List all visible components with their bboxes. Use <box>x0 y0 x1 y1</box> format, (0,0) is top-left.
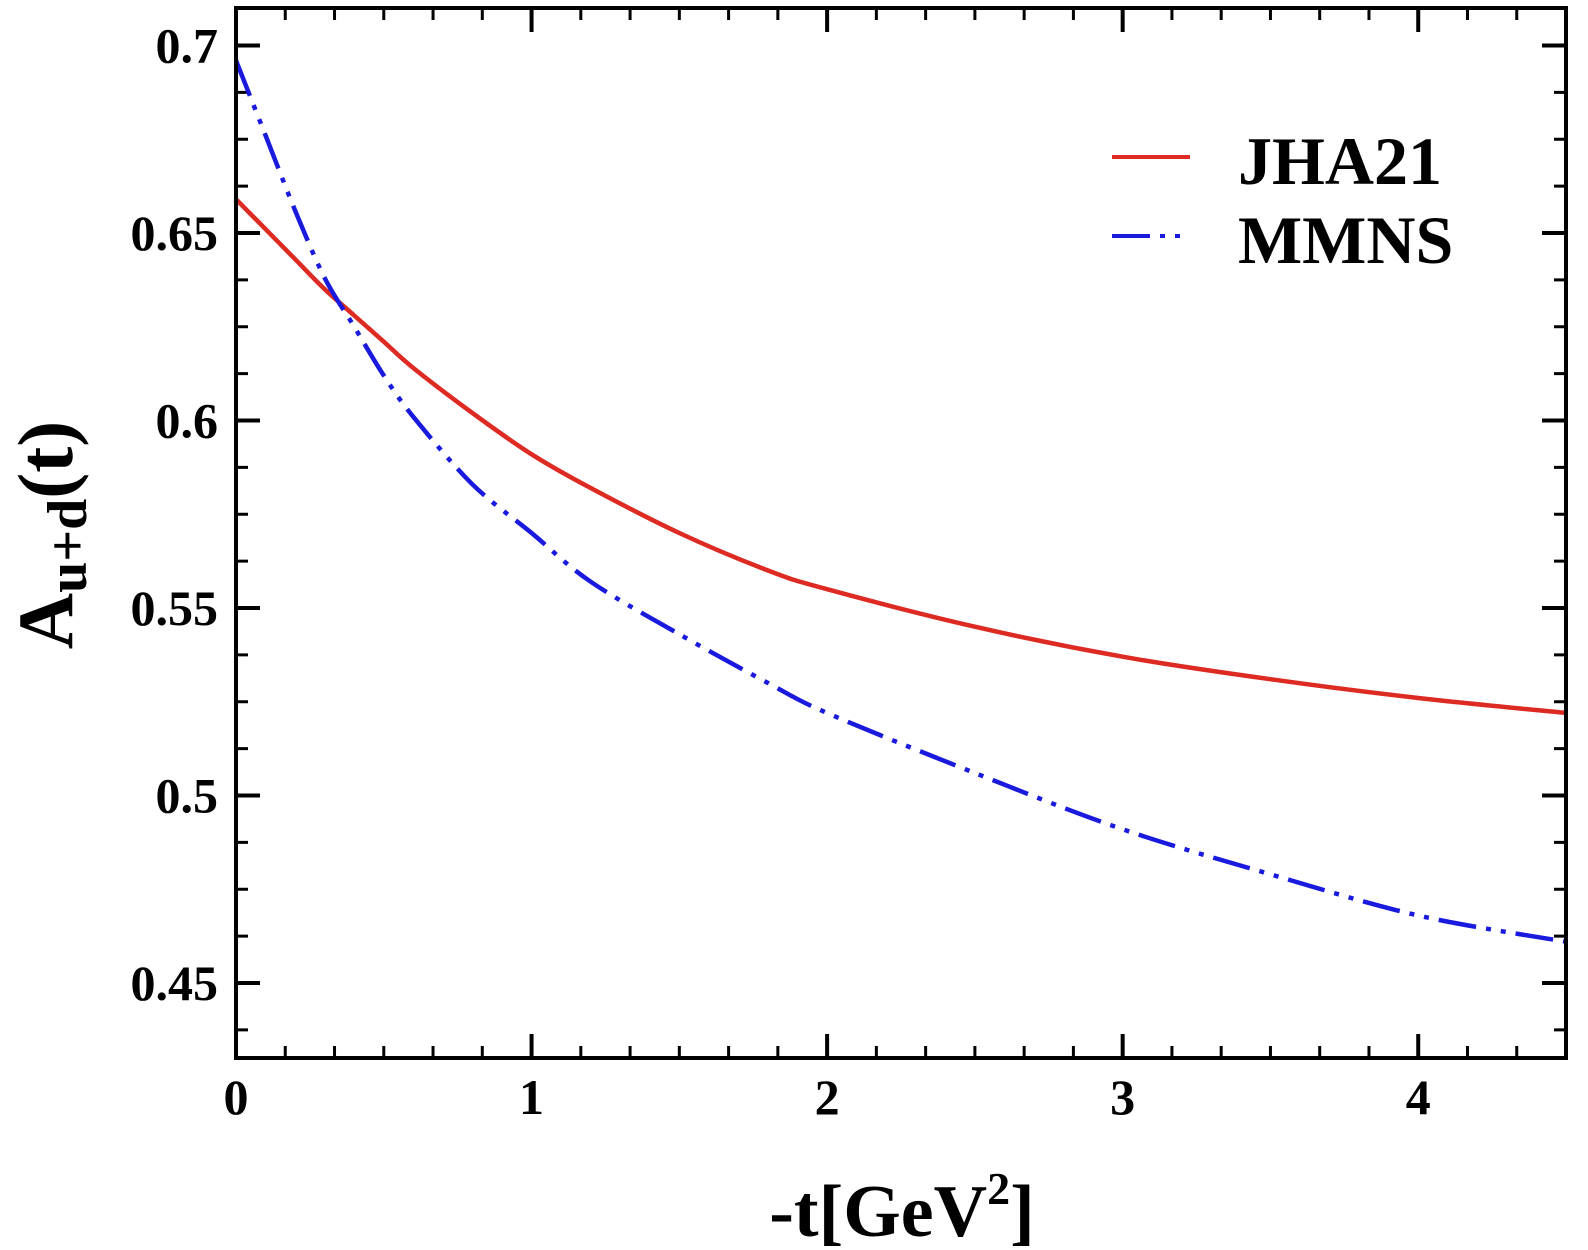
y-tick-label: 0.45 <box>131 955 219 1011</box>
y-tick-label: 0.65 <box>131 205 219 261</box>
x-tick-label: 0 <box>224 1069 249 1125</box>
x-tick-label: 4 <box>1406 1069 1431 1125</box>
y-tick-label: 0.7 <box>156 18 219 74</box>
x-tick-label: 3 <box>1110 1069 1135 1125</box>
y-axis-label-sub: u+d <box>37 499 99 593</box>
x-tick-label: 2 <box>815 1069 840 1125</box>
x-axis-label: -t[GeV2] <box>769 1163 1034 1250</box>
x-axis-label-sup: 2 <box>987 1163 1010 1214</box>
y-tick-label: 0.6 <box>156 393 219 449</box>
y-tick-labels: 0.45 0.5 0.55 0.6 0.65 0.7 <box>131 18 219 1012</box>
y-axis-label-tail: (t) <box>2 421 89 499</box>
x-axis-label-main: -t[GeV <box>769 1171 987 1250</box>
y-axis-label-main: A <box>2 593 89 649</box>
legend: JHA21 MMNS <box>1112 123 1453 278</box>
y-axis-label: Au+d(t) <box>2 421 99 649</box>
y-tick-label: 0.5 <box>156 768 219 824</box>
legend-label-mmns: MMNS <box>1238 202 1453 278</box>
plot-frame <box>234 6 1568 1060</box>
legend-label-jha21: JHA21 <box>1238 123 1442 199</box>
y-tick-label: 0.55 <box>131 580 219 636</box>
series-line-mmns <box>233 59 1567 944</box>
x-tick-label: 1 <box>519 1069 544 1125</box>
series-lines <box>233 59 1567 944</box>
x-axis-label-tail: ] <box>1010 1171 1035 1250</box>
x-tick-labels: 0 1 2 3 4 <box>224 1069 1431 1125</box>
